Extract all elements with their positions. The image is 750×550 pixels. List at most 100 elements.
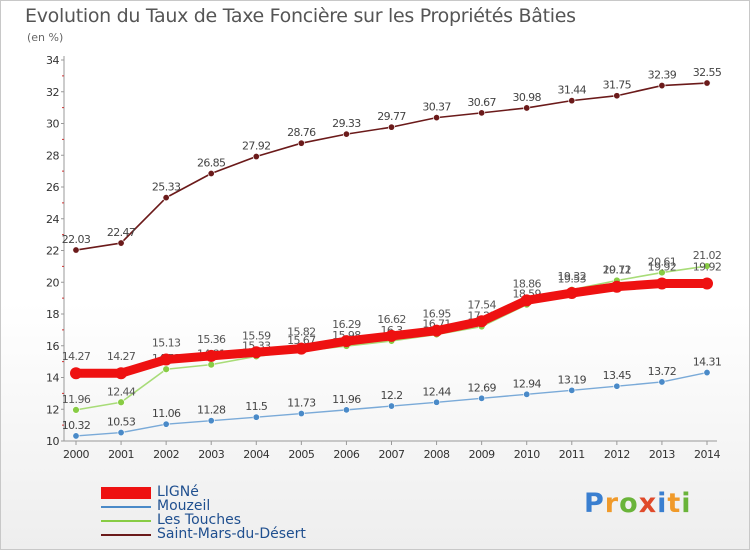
data-point-mouzeil — [613, 382, 621, 390]
data-label-saint-mars-du-d-sert: 32.55 — [693, 66, 722, 79]
logo-letter: x — [638, 488, 658, 519]
y-tick-label: 24 — [46, 213, 59, 226]
data-label-mouzeil: 13.19 — [558, 373, 587, 386]
data-point-mouzeil — [658, 378, 666, 386]
y-tick-label: 18 — [46, 308, 59, 321]
data-point-lign- — [160, 353, 173, 366]
data-label-lign-: 16.95 — [422, 308, 451, 321]
data-point-lign- — [475, 315, 488, 328]
data-point-lign- — [295, 342, 308, 355]
data-label-saint-mars-du-d-sert: 30.37 — [422, 101, 451, 114]
data-point-mouzeil — [72, 432, 80, 440]
x-tick-label: 2002 — [153, 448, 179, 461]
legend: LIGNé Mouzeil Les Touches Saint-Mars-du-… — [101, 484, 361, 542]
data-label-saint-mars-du-d-sert: 25.33 — [152, 181, 181, 194]
x-tick-label: 2012 — [604, 448, 630, 461]
data-label-mouzeil: 10.53 — [107, 416, 136, 429]
logo-letter: P — [584, 488, 605, 519]
y-tick-label: 32 — [46, 86, 59, 99]
data-point-saint-mars-du-d-sert — [342, 130, 350, 138]
data-label-lign-: 15.82 — [287, 326, 316, 339]
logo-letter: i — [681, 488, 692, 519]
data-point-lign- — [655, 277, 668, 290]
x-tick-label: 2008 — [424, 448, 450, 461]
x-tick-label: 2011 — [559, 448, 585, 461]
data-point-saint-mars-du-d-sert — [433, 114, 441, 122]
data-point-saint-mars-du-d-sert — [478, 109, 486, 117]
data-label-mouzeil: 12.69 — [467, 381, 496, 394]
data-point-les-touches — [72, 406, 80, 414]
proxiti-logo: Proxiti — [584, 488, 692, 519]
data-label-mouzeil: 12.94 — [512, 377, 541, 390]
data-label-les-touches: 20.61 — [648, 256, 677, 269]
data-label-mouzeil: 11.96 — [332, 393, 361, 406]
data-label-saint-mars-du-d-sert: 26.85 — [197, 157, 226, 170]
data-label-lign-: 19.92 — [648, 261, 677, 274]
data-label-saint-mars-du-d-sert: 31.75 — [603, 79, 632, 92]
x-tick-label: 2001 — [108, 448, 134, 461]
unit-note: (en %) — [27, 31, 64, 44]
data-point-lign- — [701, 277, 713, 290]
data-label-lign-: 16.62 — [377, 313, 406, 326]
legend-item-les-touches: Les Touches — [101, 512, 361, 528]
y-tick-label: 22 — [46, 245, 59, 258]
data-point-mouzeil — [252, 413, 260, 421]
data-point-mouzeil — [703, 369, 711, 377]
data-label-saint-mars-du-d-sert: 30.98 — [512, 91, 541, 104]
data-point-saint-mars-du-d-sert — [568, 97, 576, 105]
data-point-saint-mars-du-d-sert — [162, 194, 170, 202]
legend-swatch-ligne — [101, 487, 151, 499]
data-point-mouzeil — [478, 394, 486, 402]
data-point-lign- — [205, 349, 218, 362]
x-tick-label: 2004 — [243, 448, 269, 461]
data-point-saint-mars-du-d-sert — [387, 123, 395, 131]
x-tick-label: 2013 — [649, 448, 675, 461]
data-point-saint-mars-du-d-sert — [613, 92, 621, 100]
data-label-mouzeil: 13.72 — [648, 365, 677, 378]
data-label-lign-: 16.29 — [332, 318, 361, 331]
x-tick-label: 2010 — [514, 448, 540, 461]
data-label-saint-mars-du-d-sert: 29.77 — [377, 110, 406, 123]
data-label-mouzeil: 14.31 — [693, 356, 722, 369]
data-label-saint-mars-du-d-sert: 32.39 — [648, 69, 677, 82]
legend-label-mouzeil: Mouzeil — [157, 498, 211, 514]
data-label-saint-mars-du-d-sert: 22.03 — [62, 233, 91, 246]
data-label-mouzeil: 13.45 — [603, 369, 632, 382]
data-point-saint-mars-du-d-sert — [207, 170, 215, 178]
data-point-lign- — [565, 287, 578, 300]
data-label-les-touches: 12.44 — [107, 385, 136, 398]
data-point-saint-mars-du-d-sert — [252, 153, 260, 161]
data-label-saint-mars-du-d-sert: 28.76 — [287, 126, 316, 139]
y-tick-label: 14 — [46, 372, 59, 385]
data-label-saint-mars-du-d-sert: 27.92 — [242, 140, 271, 153]
legend-label-les-touches: Les Touches — [157, 512, 241, 528]
x-tick-label: 2003 — [198, 448, 224, 461]
data-label-lign-: 15.36 — [197, 333, 226, 346]
x-tick-label: 2000 — [63, 448, 89, 461]
data-point-lign- — [70, 367, 82, 380]
x-tick-label: 2009 — [469, 448, 495, 461]
data-point-mouzeil — [162, 420, 170, 428]
legend-label-ligne: LIGNé — [157, 484, 199, 500]
y-tick-label: 20 — [46, 276, 59, 289]
data-point-saint-mars-du-d-sert — [658, 82, 666, 90]
data-point-lign- — [250, 346, 263, 359]
y-tick-label: 12 — [46, 403, 59, 416]
data-point-lign- — [340, 335, 353, 348]
data-label-lign-: 15.13 — [152, 337, 181, 350]
chart-title: Evolution du Taux de Taxe Foncière sur l… — [25, 5, 576, 27]
data-label-mouzeil: 12.2 — [380, 389, 402, 402]
y-tick-label: 28 — [46, 149, 59, 162]
data-label-lign-: 15.59 — [242, 329, 271, 342]
logo-letter: t — [667, 488, 682, 519]
data-point-mouzeil — [207, 417, 215, 425]
data-point-mouzeil — [117, 429, 125, 437]
y-tick-label: 30 — [46, 118, 59, 131]
logo-letter: r — [604, 488, 620, 519]
x-tick-label: 2005 — [288, 448, 314, 461]
data-label-mouzeil: 12.44 — [422, 385, 451, 398]
data-label-les-touches: 21.02 — [693, 249, 722, 262]
data-label-saint-mars-du-d-sert: 22.47 — [107, 226, 136, 239]
data-point-les-touches — [703, 262, 711, 270]
